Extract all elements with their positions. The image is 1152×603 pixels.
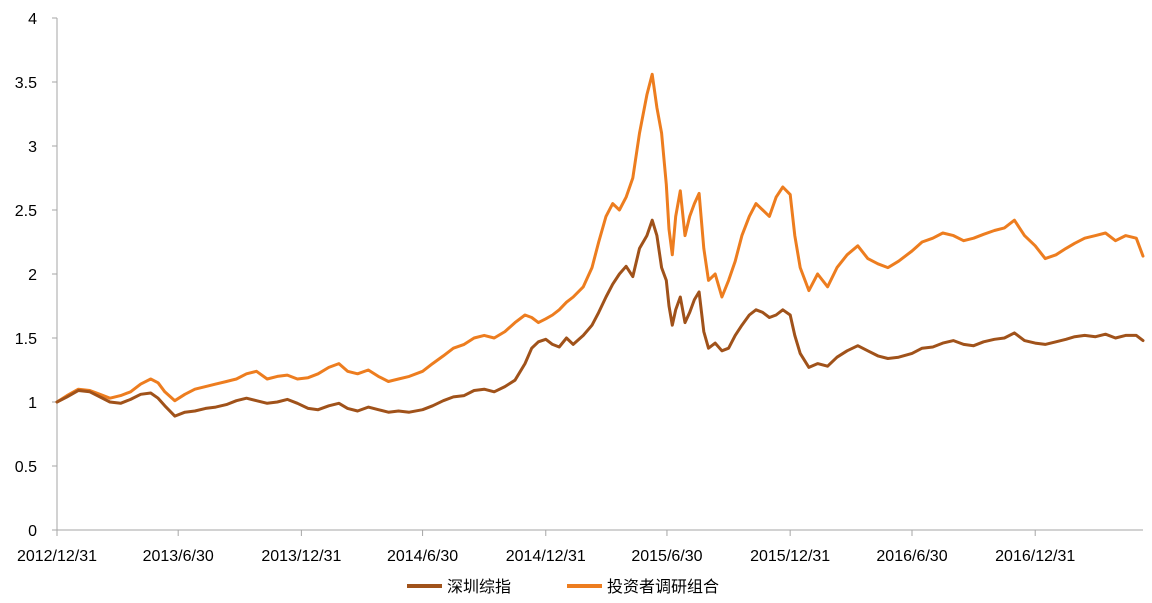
y-tick-label: 1.5	[15, 331, 37, 348]
y-tick-label: 0.5	[15, 459, 37, 476]
series-line	[55, 218, 1145, 418]
series-lines	[55, 72, 1145, 418]
y-tick-label: 2	[28, 267, 37, 284]
y-tick-label: 0	[28, 523, 37, 540]
x-tick-label: 2016/6/30	[876, 548, 947, 565]
y-tick-label: 2.5	[15, 203, 37, 220]
x-tick-label: 2014/6/30	[387, 548, 458, 565]
x-tick-label: 2012/12/31	[17, 548, 97, 565]
x-tick-label: 2014/12/31	[506, 548, 586, 565]
y-tick-label: 3	[28, 139, 37, 156]
legend-item: 深圳综指	[407, 577, 511, 596]
legend-item: 投资者调研组合	[567, 577, 719, 596]
x-tick-label: 2013/6/30	[143, 548, 214, 565]
x-tick-label: 2015/12/31	[750, 548, 830, 565]
y-tick-label: 3.5	[15, 75, 37, 92]
x-axis-ticks: 2012/12/31 2013/6/30 2013/12/31 2014/6/30 20…	[17, 530, 1075, 565]
y-axis-ticks: 0 0.5 1 1.5 2 2.5 3 3.5 4	[15, 11, 57, 540]
y-tick-label: 1	[28, 395, 37, 412]
y-tick-label: 4	[28, 11, 37, 28]
legend-label: 投资者调研组合	[607, 577, 719, 596]
x-tick-label: 2015/6/30	[631, 548, 702, 565]
series-line	[55, 72, 1145, 404]
x-tick-label: 2016/12/31	[995, 548, 1075, 565]
legend-label: 深圳综指	[447, 577, 511, 596]
legend: 深圳综指 投资者调研组合	[407, 577, 719, 596]
x-tick-label: 2013/12/31	[261, 548, 341, 565]
